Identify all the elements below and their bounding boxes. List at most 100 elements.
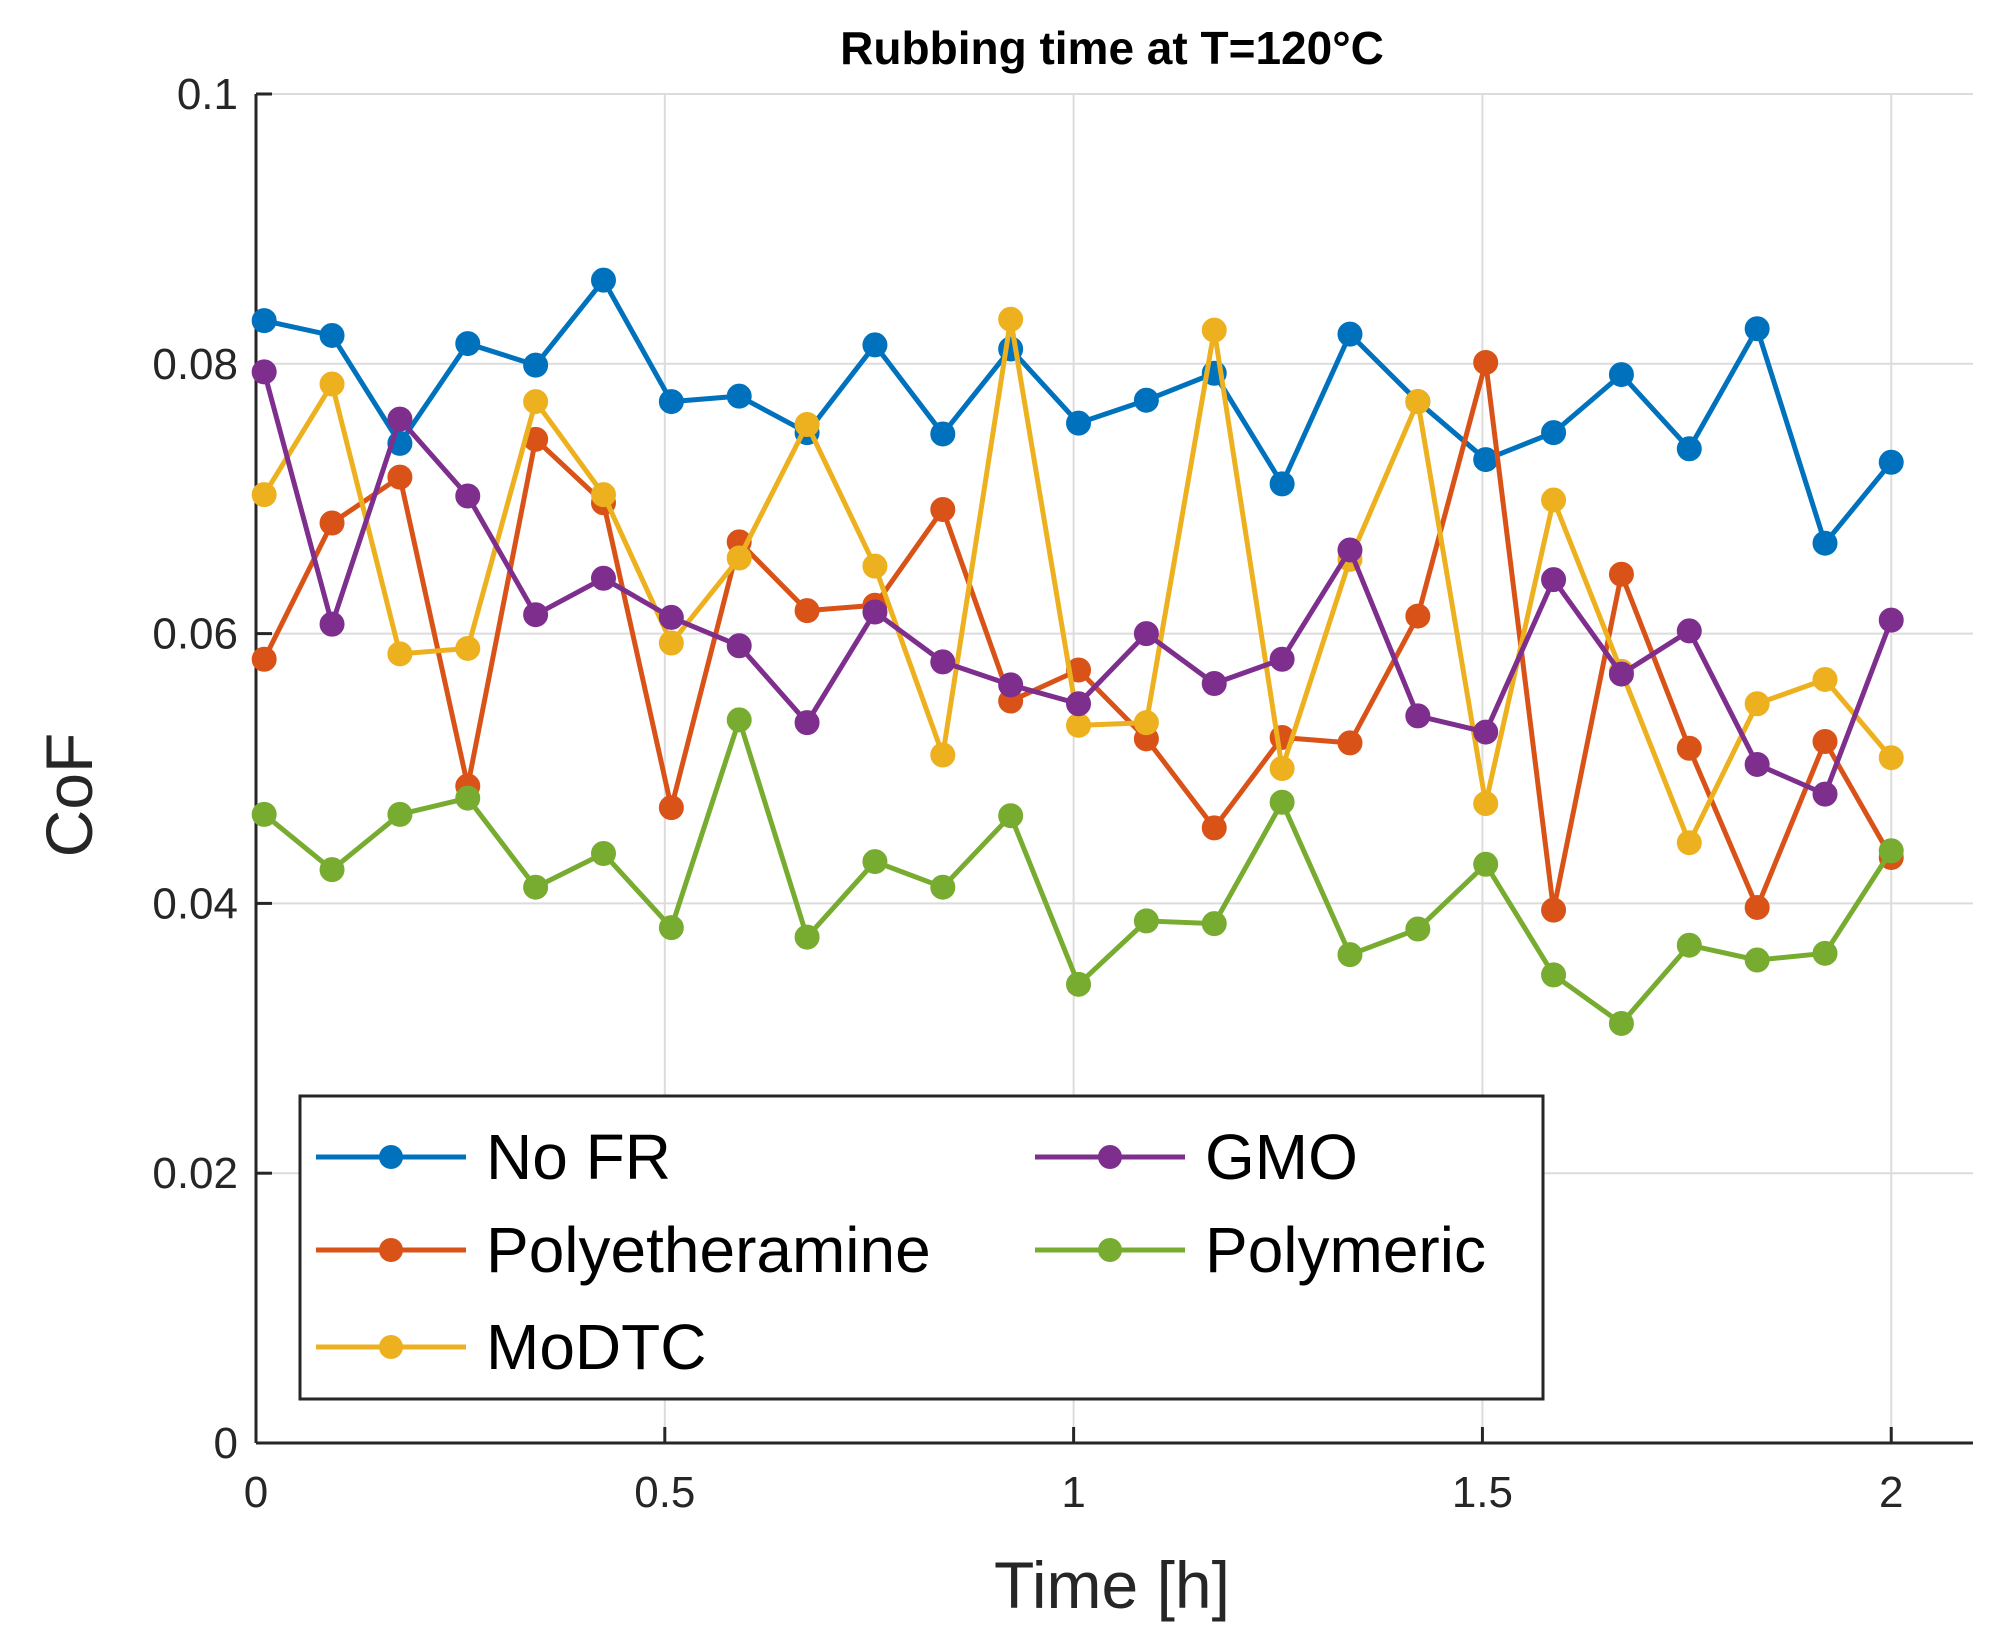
data-point-polyetheramine [1473,349,1499,375]
data-point-polymeric [658,915,684,941]
legend-label: Polyetheramine [486,1214,931,1286]
data-point-gmo [1812,781,1838,807]
data-point-polymeric [1878,838,1904,864]
data-point-polyetheramine [1541,897,1567,923]
data-point-no-fr [1812,530,1838,556]
data-point-no-fr [1744,316,1770,342]
data-point-modtc [1744,691,1770,717]
data-point-gmo [1541,567,1567,593]
data-point-gmo [726,633,752,659]
legend-label: No FR [486,1121,671,1193]
data-point-polymeric [1608,1010,1634,1036]
legend-item-gmo: GMO [1035,1121,1358,1193]
series-gmo [251,359,1904,807]
x-tick-label: 0 [244,1468,268,1517]
data-point-polyetheramine [251,646,277,672]
data-point-gmo [590,565,616,591]
data-point-gmo [251,359,277,385]
data-point-gmo [1608,661,1634,687]
data-point-no-fr [1269,471,1295,497]
data-point-no-fr [1541,420,1567,446]
x-tick-label: 0.5 [634,1468,695,1517]
series-polymeric [251,707,1904,1036]
x-tick-label: 1.5 [1452,1468,1513,1517]
data-point-polymeric [1337,942,1363,968]
data-point-modtc [387,641,413,667]
legend-marker [379,1145,403,1169]
data-point-no-fr [726,383,752,409]
data-point-polymeric [1473,851,1499,877]
data-point-no-fr [455,331,481,357]
data-point-polyetheramine [387,464,413,490]
legend-item-no-fr: No FR [316,1121,671,1193]
data-point-modtc [1066,712,1092,738]
data-point-polymeric [1676,932,1702,958]
data-point-gmo [387,406,413,432]
data-point-polymeric [251,801,277,827]
data-point-no-fr [1133,387,1159,413]
data-point-polymeric [1812,940,1838,966]
data-point-modtc [251,482,277,508]
data-point-polymeric [930,874,956,900]
data-point-no-fr [523,352,549,378]
series-polyetheramine [251,349,1904,923]
data-point-polyetheramine [1608,561,1634,587]
data-point-gmo [658,604,684,630]
data-point-no-fr [1608,362,1634,388]
data-point-polyetheramine [1201,815,1227,841]
data-point-modtc [319,371,345,397]
y-tick-label: 0.08 [152,340,238,389]
data-point-polymeric [1541,962,1567,988]
data-point-modtc [1541,487,1567,513]
data-point-no-fr [1473,447,1499,473]
y-axis-label: CoF [32,733,106,858]
axes: 0 0.5 1 1.5 2 0 0.02 0.04 0.06 0.08 0.1 [152,70,1973,1517]
y-tick-label: 0.02 [152,1149,238,1198]
y-tick-label: 0.04 [152,879,238,928]
data-point-modtc [1878,745,1904,771]
data-point-no-fr [1337,321,1363,347]
legend-label: Polymeric [1205,1214,1486,1286]
x-axis-label: Time [h] [994,1548,1230,1622]
legend-marker [379,1238,403,1262]
data-point-polyetheramine [930,496,956,522]
data-point-modtc [523,389,549,415]
data-point-polyetheramine [1812,729,1838,755]
data-point-gmo [1201,671,1227,697]
data-point-polyetheramine [794,598,820,624]
data-point-modtc [726,545,752,571]
data-point-no-fr [1676,436,1702,462]
legend-box [298,1094,1545,1401]
data-point-polymeric [1744,947,1770,973]
data-point-modtc [1133,710,1159,736]
data-point-gmo [862,599,888,625]
legend-item-modtc: MoDTC [316,1311,706,1383]
y-tick-label: 0.1 [177,70,238,119]
data-point-modtc [930,742,956,768]
data-point-modtc [1676,830,1702,856]
data-point-polyetheramine [1744,894,1770,920]
legend-marker [1098,1238,1122,1262]
legend-marker [379,1335,403,1359]
data-point-polymeric [387,801,413,827]
data-point-polymeric [1133,908,1159,934]
data-point-polymeric [455,785,481,811]
y-tick-label: 0.06 [152,610,238,659]
data-point-no-fr [590,267,616,293]
data-point-polymeric [523,874,549,900]
x-tick-label: 2 [1879,1468,1903,1517]
series-modtc [251,306,1904,856]
data-point-modtc [1269,756,1295,781]
data-point-modtc [862,553,888,579]
data-point-polymeric [998,803,1024,829]
legend-label: MoDTC [486,1311,706,1383]
data-point-modtc [658,630,684,656]
data-point-no-fr [251,308,277,334]
data-point-gmo [1405,703,1431,729]
data-point-gmo [998,672,1024,698]
data-point-modtc [590,482,616,508]
data-point-modtc [1405,389,1431,415]
data-point-polyetheramine [1405,603,1431,629]
chart-title: Rubbing time at T=120°C [840,22,1384,74]
